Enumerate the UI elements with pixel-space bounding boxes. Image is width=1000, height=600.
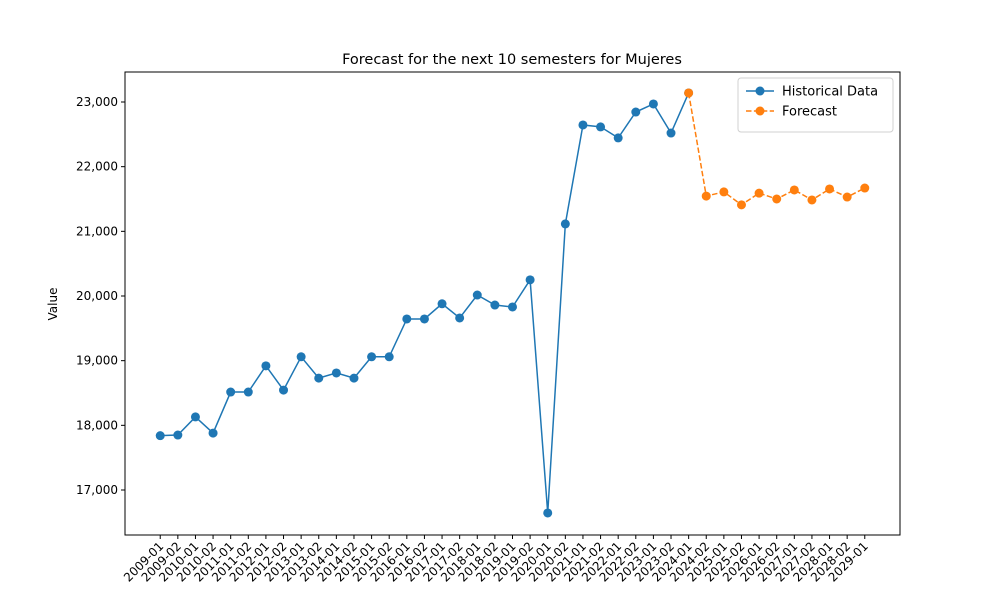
data-point <box>402 314 412 324</box>
data-point <box>754 188 764 198</box>
data-point <box>825 184 835 194</box>
y-tick-label: 18,000 <box>76 418 118 432</box>
data-point <box>666 128 676 138</box>
y-tick-label: 23,000 <box>76 95 118 109</box>
data-point <box>472 290 482 300</box>
data-point <box>613 133 623 143</box>
y-tick-label: 20,000 <box>76 289 118 303</box>
y-tick-label: 21,000 <box>76 224 118 238</box>
data-point <box>508 302 517 312</box>
chart-title: Forecast for the next 10 semesters for M… <box>342 52 682 68</box>
legend-marker <box>755 106 765 116</box>
data-point <box>684 88 694 98</box>
data-point <box>190 412 200 422</box>
data-point <box>437 299 447 309</box>
y-tick-label: 17,000 <box>76 483 118 497</box>
data-point <box>173 430 183 440</box>
data-point <box>525 275 535 285</box>
data-point <box>560 219 570 229</box>
data-point <box>419 314 429 324</box>
data-point <box>208 428 218 438</box>
data-point <box>631 107 641 117</box>
data-point <box>261 361 271 371</box>
y-axis-label: Value <box>46 288 60 321</box>
data-point <box>543 508 553 518</box>
data-point <box>648 99 658 109</box>
data-point <box>349 373 359 383</box>
legend-label: Historical Data <box>782 85 878 100</box>
legend-label: Forecast <box>782 105 837 120</box>
data-point <box>719 187 729 197</box>
data-point <box>490 300 500 310</box>
data-point <box>243 387 253 397</box>
data-point <box>842 192 852 202</box>
legend-box <box>737 77 894 133</box>
y-tick-label: 19,000 <box>76 354 118 368</box>
data-point <box>279 385 289 395</box>
data-point <box>455 313 465 323</box>
y-tick-label: 22,000 <box>76 160 118 174</box>
data-point <box>807 195 817 205</box>
data-point <box>155 431 165 441</box>
data-point <box>367 352 377 362</box>
data-point <box>226 387 236 397</box>
data-point <box>331 368 341 378</box>
data-point <box>314 373 324 383</box>
data-point <box>736 200 746 210</box>
data-point <box>860 183 870 193</box>
data-point <box>789 185 799 195</box>
data-point <box>578 120 588 130</box>
legend-marker <box>755 86 765 96</box>
data-point <box>772 194 782 204</box>
data-point <box>596 122 606 132</box>
data-point <box>296 352 306 362</box>
data-point <box>701 191 711 201</box>
data-point <box>384 352 394 362</box>
